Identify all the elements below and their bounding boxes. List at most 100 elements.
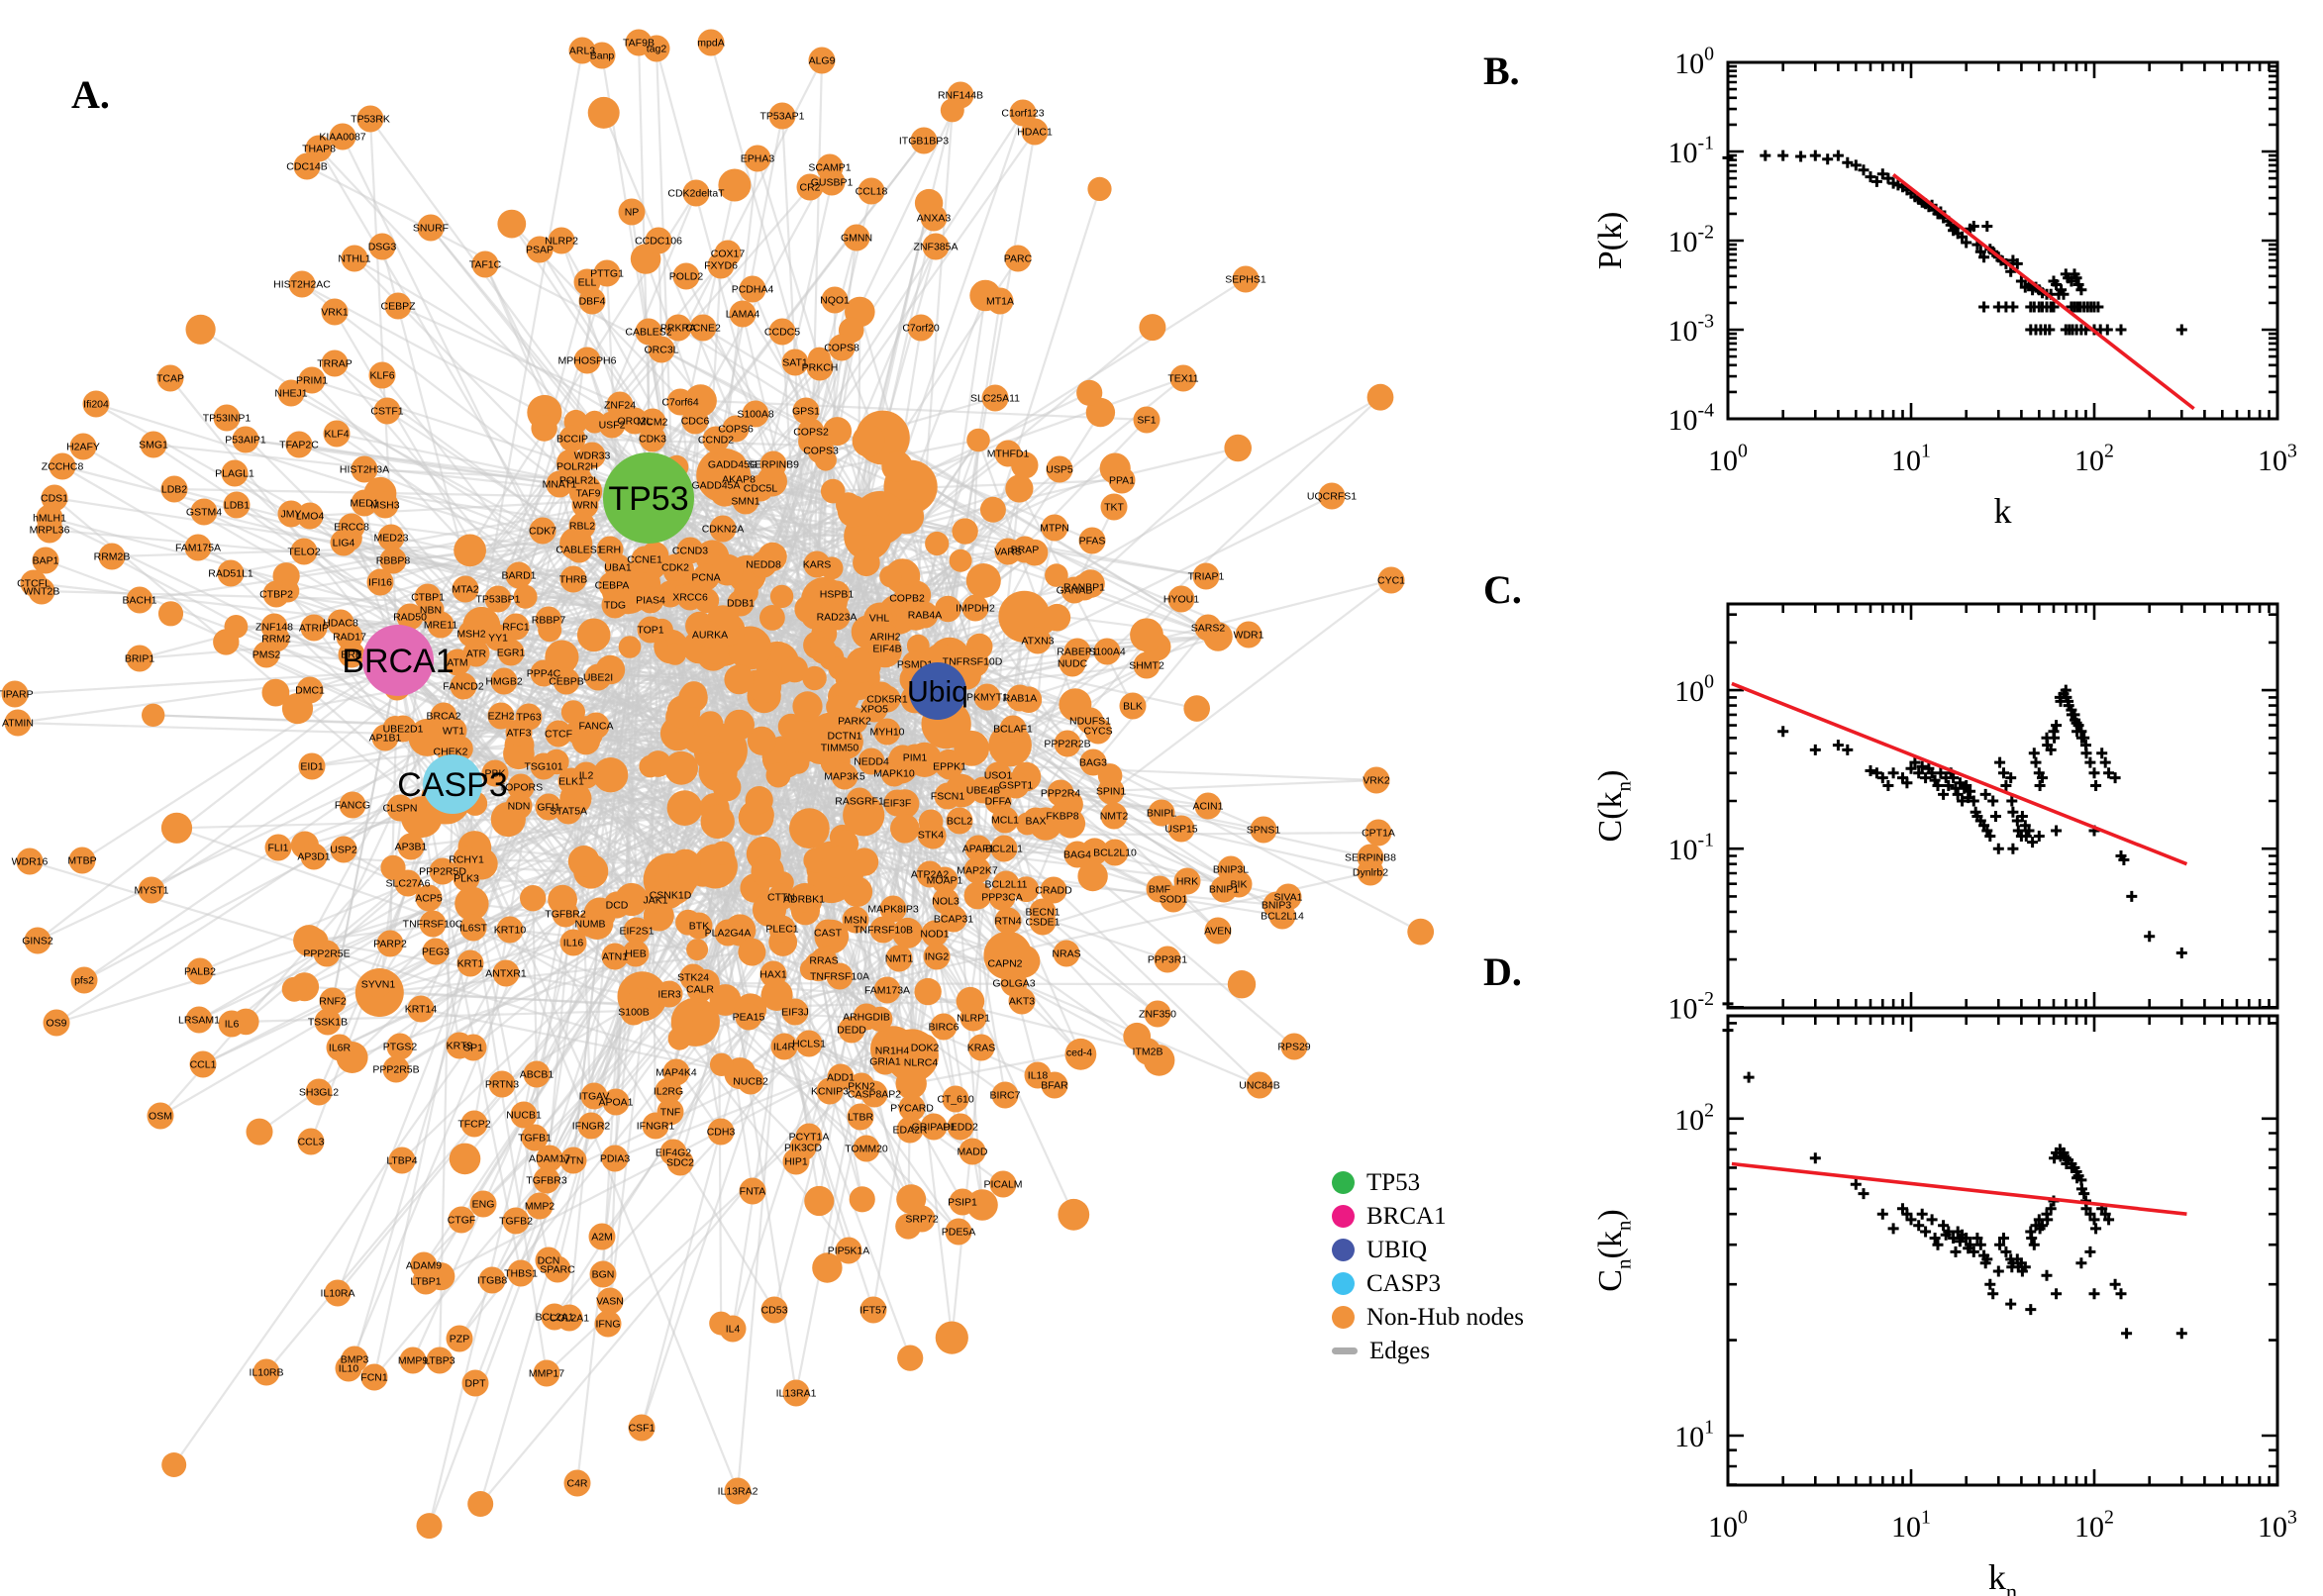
svg-text:ADRBK1: ADRBK1 [783, 894, 825, 906]
svg-text:NLRP1: NLRP1 [957, 1013, 990, 1025]
svg-text:TOMM20: TOMM20 [845, 1144, 888, 1155]
svg-text:TP53AP1: TP53AP1 [760, 111, 805, 123]
svg-text:GADD45A: GADD45A [691, 480, 740, 492]
svg-text:IL16: IL16 [563, 938, 584, 949]
svg-text:Cn(kn): Cn(kn) [1592, 1209, 1636, 1291]
svg-text:AP1B1: AP1B1 [369, 733, 402, 745]
svg-text:FCN1: FCN1 [360, 1372, 388, 1384]
svg-text:EPHA3: EPHA3 [741, 153, 775, 165]
svg-text:BIK: BIK [1231, 879, 1248, 891]
svg-text:COX17: COX17 [711, 249, 746, 260]
svg-text:MTA2: MTA2 [452, 584, 478, 596]
svg-text:IL4R: IL4R [773, 1042, 796, 1053]
svg-text:LMO4: LMO4 [296, 511, 325, 523]
svg-text:HIST2H3A: HIST2H3A [340, 464, 389, 476]
svg-text:CCL18: CCL18 [856, 186, 888, 198]
svg-text:NUCB2: NUCB2 [733, 1076, 768, 1088]
svg-text:TNFRSF10B: TNFRSF10B [854, 925, 913, 937]
svg-text:BRCA1: BRCA1 [342, 643, 454, 680]
svg-text:ORC3L: ORC3L [644, 345, 678, 356]
svg-text:CDK7: CDK7 [529, 526, 556, 538]
svg-text:TCAP: TCAP [156, 373, 184, 385]
svg-text:CDC6: CDC6 [681, 416, 710, 428]
svg-text:COPS3: COPS3 [803, 446, 839, 457]
svg-text:RPS29: RPS29 [1277, 1042, 1310, 1053]
svg-text:IL6ST: IL6ST [459, 923, 488, 935]
svg-text:H2AFY: H2AFY [66, 442, 100, 453]
svg-text:PPP4C: PPP4C [527, 668, 561, 680]
svg-text:k: k [1994, 491, 2012, 531]
svg-text:MTBP: MTBP [67, 855, 96, 867]
svg-text:KRT14: KRT14 [405, 1004, 438, 1016]
svg-text:THAP8: THAP8 [302, 144, 336, 155]
hub-brca1: BRCA1 [342, 625, 454, 696]
svg-text:TNF: TNF [660, 1107, 680, 1119]
svg-text:PSAP: PSAP [526, 245, 554, 256]
svg-text:MTHFD1: MTHFD1 [987, 449, 1030, 460]
svg-text:CDK5R1: CDK5R1 [866, 694, 908, 706]
svg-text:CCNE1: CCNE1 [627, 554, 662, 566]
svg-text:PKMYT1: PKMYT1 [966, 692, 1008, 704]
svg-text:NQO1: NQO1 [820, 295, 850, 307]
svg-text:GSPT1: GSPT1 [999, 780, 1034, 792]
svg-text:PDE5A: PDE5A [942, 1227, 975, 1239]
svg-text:USP15: USP15 [1164, 824, 1197, 836]
svg-text:AP3D1: AP3D1 [297, 851, 330, 863]
panel-c-label: C. [1483, 567, 1522, 612]
svg-text:EIF4G2: EIF4G2 [656, 1147, 691, 1159]
hub-ubiq: Ubiq [907, 662, 968, 720]
svg-text:CRADD: CRADD [1035, 885, 1072, 897]
svg-text:RAB4A: RAB4A [908, 610, 942, 622]
svg-text:BFAR: BFAR [1041, 1080, 1068, 1092]
svg-text:101: 101 [1674, 1417, 1714, 1454]
svg-text:MAPK10: MAPK10 [873, 768, 915, 780]
svg-text:COPS8: COPS8 [824, 343, 859, 354]
svg-text:TNFRSF10D: TNFRSF10D [943, 656, 1003, 668]
svg-text:CEBPZ: CEBPZ [380, 301, 416, 313]
svg-text:CDH3: CDH3 [707, 1127, 736, 1139]
svg-text:BCL2: BCL2 [947, 816, 972, 828]
svg-text:JAK1: JAK1 [643, 895, 667, 907]
scatter-points [1722, 150, 2187, 336]
svg-text:NDUFS1: NDUFS1 [1069, 716, 1111, 728]
svg-text:PLK3: PLK3 [454, 873, 479, 885]
svg-text:TIMM50: TIMM50 [821, 743, 859, 754]
svg-text:STK4: STK4 [918, 830, 944, 842]
svg-text:COL2A1: COL2A1 [550, 1313, 589, 1325]
svg-text:SF1: SF1 [1137, 415, 1156, 427]
svg-text:KIAA0087: KIAA0087 [319, 132, 365, 144]
svg-text:XRCC6: XRCC6 [672, 592, 708, 604]
svg-text:BAP1: BAP1 [33, 555, 59, 567]
svg-text:CR2: CR2 [799, 182, 820, 194]
svg-text:KCNIP3: KCNIP3 [811, 1086, 849, 1098]
svg-text:S100A8: S100A8 [737, 409, 774, 421]
svg-text:BRAP: BRAP [1011, 545, 1040, 556]
svg-text:BRIP1: BRIP1 [125, 653, 155, 665]
svg-text:IFI16: IFI16 [368, 577, 392, 589]
svg-text:kn: kn [1988, 1557, 2017, 1596]
svg-text:PRIM1: PRIM1 [296, 375, 328, 387]
svg-text:NOL3: NOL3 [932, 896, 960, 908]
legend-item-label: CASP3 [1366, 1269, 1442, 1297]
svg-text:pfs2: pfs2 [74, 975, 94, 987]
svg-text:NLRC4: NLRC4 [904, 1057, 939, 1069]
svg-text:hMLH1: hMLH1 [33, 513, 66, 525]
svg-text:PEA15: PEA15 [733, 1012, 765, 1024]
svg-text:PPP3CA: PPP3CA [981, 892, 1022, 904]
svg-text:C4R: C4R [566, 1478, 587, 1490]
svg-text:102: 102 [2074, 1507, 2114, 1545]
svg-text:IL2: IL2 [579, 770, 594, 782]
svg-text:HMGB2: HMGB2 [485, 676, 523, 688]
svg-text:MADD: MADD [958, 1147, 988, 1158]
svg-text:CHEK2: CHEK2 [433, 747, 467, 758]
svg-text:RAD17: RAD17 [333, 632, 366, 644]
svg-text:TP53INP1: TP53INP1 [203, 413, 252, 425]
svg-text:OSM: OSM [149, 1111, 172, 1123]
svg-text:TGFB2: TGFB2 [499, 1216, 533, 1228]
svg-text:PARK2: PARK2 [838, 716, 871, 728]
svg-text:ITGAV: ITGAV [579, 1091, 610, 1103]
svg-text:COPS2: COPS2 [793, 427, 829, 439]
svg-text:PZP: PZP [450, 1334, 469, 1346]
